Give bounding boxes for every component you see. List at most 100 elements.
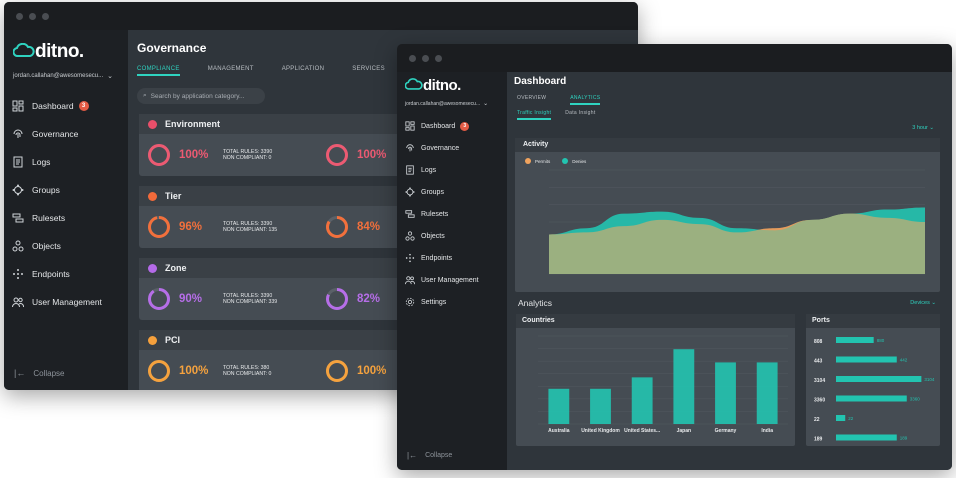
sidebar-item-label: Settings	[421, 298, 447, 306]
dashboard-icon	[405, 121, 415, 131]
collapse-icon: |←	[407, 451, 418, 460]
users-icon	[405, 275, 415, 285]
category-label: Germany	[715, 428, 737, 434]
window-maximize-dot[interactable]	[435, 54, 442, 62]
compliance-ring	[326, 216, 348, 238]
window-minimize-dot[interactable]	[422, 54, 429, 62]
activity-title: Activity	[515, 138, 940, 152]
sidebar-item-logs[interactable]: Logs	[397, 159, 507, 181]
compliance-card-tier[interactable]: Tier 96% TOTAL RULES: 3390 NON COMPLIANT: 1…	[139, 186, 409, 248]
window-minimize-dot[interactable]	[29, 12, 36, 20]
compliance-card-zone[interactable]: Zone 90% TOTAL RULES: 3390 NON COMPLIANT: 3…	[139, 258, 409, 320]
port-label: 3360	[814, 398, 825, 404]
window-maximize-dot[interactable]	[42, 12, 49, 20]
non-compliant-count: NON COMPLIANT: 0	[223, 155, 272, 161]
subtab-data-insight[interactable]: Data Insight	[565, 110, 596, 116]
port-label: 22	[814, 417, 820, 423]
sidebar-item-endpoints[interactable]: Endpoints	[397, 247, 507, 269]
category-color-dot	[148, 119, 157, 129]
countries-chart: Australia United Kingdom United States... J…	[538, 335, 788, 434]
subtab-traffic-insight[interactable]: Traffic Insight	[517, 110, 552, 120]
sidebar-item-dashboard[interactable]: Dashboard 3	[397, 115, 507, 137]
sidebar-item-user-management[interactable]: User Management	[397, 269, 507, 291]
cloud-logo-icon	[12, 41, 35, 63]
category-label: Australia	[548, 428, 570, 434]
legend-label: Permits	[535, 158, 551, 164]
legend-swatch	[525, 158, 531, 164]
user-email: jordan.callahan@awesomesecu...	[405, 100, 481, 107]
sidebar-item-groups[interactable]: Groups	[397, 181, 507, 203]
dashboard-tabs: OVERVIEW ANALYTICS	[517, 95, 601, 105]
compliance-percent: 100%	[357, 365, 387, 377]
window-close-dot[interactable]	[16, 12, 23, 20]
sidebar-item-groups[interactable]: Groups	[4, 176, 128, 204]
sidebar-item-label: Governance	[421, 144, 460, 152]
brand-name: ditno.	[423, 77, 461, 94]
sidebar-item-settings[interactable]: Settings	[397, 291, 507, 313]
brand-logo[interactable]: ditno.	[397, 72, 507, 94]
legend-item-permits[interactable]: Permits	[525, 158, 550, 164]
legend-label: Denies	[572, 158, 587, 164]
bar-united-states-	[631, 377, 653, 424]
collapse-button[interactable]: |← Collapse	[14, 368, 64, 378]
compliance-ring	[326, 144, 348, 166]
user-menu[interactable]: jordan.callahan@awesomesecu... ⌄	[4, 63, 128, 80]
sidebar-item-user-management[interactable]: User Management	[4, 288, 128, 316]
tab-services[interactable]: SERVICES	[352, 66, 385, 72]
category-label: India	[761, 428, 773, 434]
collapse-button[interactable]: |← Collapse	[407, 451, 452, 460]
tab-application[interactable]: APPLICATION	[281, 66, 325, 72]
chevron-down-icon: ⌄	[107, 73, 114, 80]
port-label: 189	[814, 437, 823, 443]
time-range-select[interactable]: 3 hour ⌄	[912, 125, 934, 131]
user-menu[interactable]: jordan.callahan@awesomesecu... ⌄	[397, 94, 507, 108]
bar-australia	[548, 388, 570, 424]
tab-management[interactable]: MANAGEMENT	[207, 66, 254, 72]
sidebar-item-governance[interactable]: Governance	[4, 120, 128, 148]
sidebar-nav: Dashboard 3 Governance Logs Groups Rulesets Ob…	[4, 92, 128, 316]
compliance-card-body: 96% TOTAL RULES: 3390 NON COMPLIANT: 135 84…	[139, 206, 409, 248]
sidebar-item-label: User Management	[32, 297, 102, 307]
category-label: Japan	[677, 428, 691, 434]
port-label: 3104	[814, 378, 825, 384]
rulesets-icon	[405, 209, 415, 219]
port-bar	[836, 395, 907, 402]
brand-logo[interactable]: ditno.	[4, 30, 128, 63]
sidebar: ditno. jordan.callahan@awesomesecu... ⌄ …	[397, 72, 507, 470]
sidebar-item-governance[interactable]: Governance	[397, 137, 507, 159]
sidebar-item-endpoints[interactable]: Endpoints	[4, 260, 128, 288]
window-titlebar	[397, 44, 952, 72]
sidebar-item-dashboard[interactable]: Dashboard 3	[4, 92, 128, 120]
sidebar-item-rulesets[interactable]: Rulesets	[397, 203, 507, 225]
analytics-title: Analytics	[518, 298, 553, 308]
sidebar-item-objects[interactable]: Objects	[4, 232, 128, 260]
window-close-dot[interactable]	[409, 54, 416, 62]
port-bar	[836, 337, 874, 343]
tab-compliance[interactable]: COMPLIANCE	[137, 66, 180, 76]
notification-badge: 3	[78, 101, 89, 111]
groups-icon	[405, 187, 415, 197]
compliance-stats: TOTAL RULES: 3390 NON COMPLIANT: 0	[223, 149, 325, 161]
compliance-card-environment[interactable]: Environment 100% TOTAL RULES: 3390 NON COMP…	[139, 114, 409, 176]
bar-india	[756, 362, 778, 424]
port-label: 443	[814, 359, 823, 365]
tab-analytics[interactable]: ANALYTICS	[570, 95, 601, 105]
collapse-icon: |←	[14, 368, 26, 378]
compliance-percent: 100%	[179, 149, 209, 161]
ring-progress	[326, 360, 348, 382]
port-value-label: 880	[877, 338, 885, 343]
legend-item-denies[interactable]: Denies	[562, 158, 586, 164]
sidebar-item-logs[interactable]: Logs	[4, 148, 128, 176]
rulesets-icon	[12, 212, 24, 224]
sidebar-item-rulesets[interactable]: Rulesets	[4, 204, 128, 232]
compliance-card-header: Tier	[139, 186, 409, 206]
analytics-filter-select[interactable]: Devices ⌄	[910, 300, 936, 306]
tab-overview[interactable]: OVERVIEW	[517, 95, 547, 101]
search-box[interactable]: ⌕ Search by application category...	[137, 88, 265, 104]
sidebar-item-objects[interactable]: Objects	[397, 225, 507, 247]
non-compliant-count: NON COMPLIANT: 135	[223, 227, 278, 233]
sidebar-item-label: Rulesets	[32, 213, 66, 223]
compliance-percent: 82%	[357, 293, 381, 305]
compliance-percent: 100%	[179, 365, 209, 377]
